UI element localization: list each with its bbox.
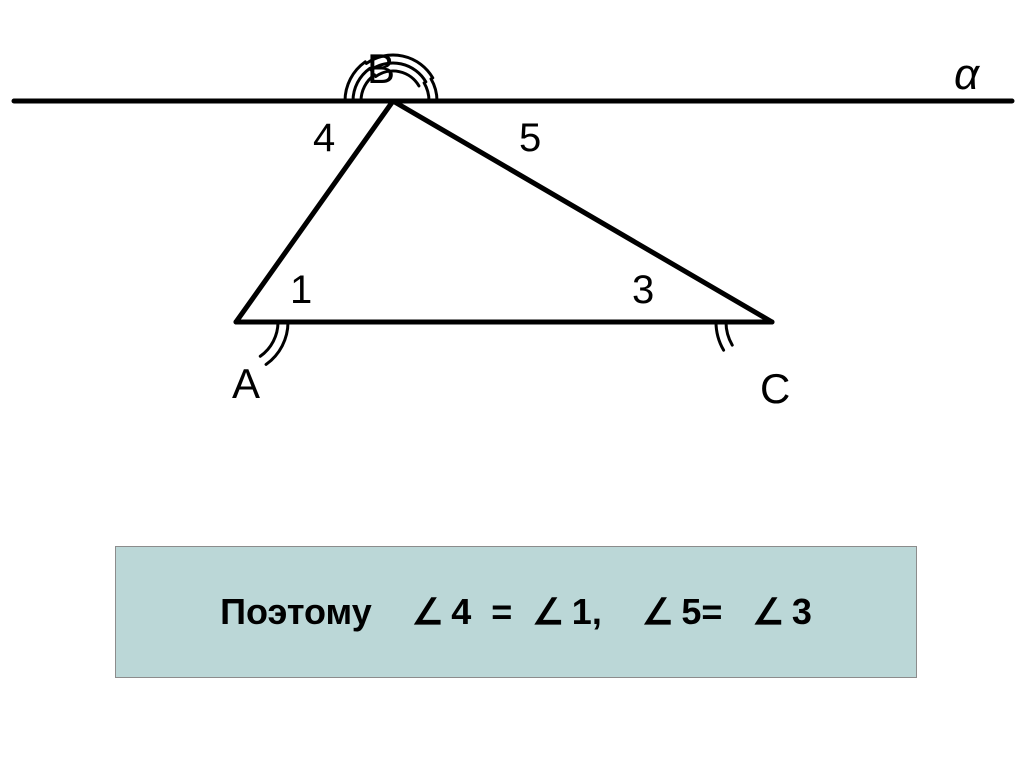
angle-symbol: ∠ (412, 591, 444, 632)
angle-symbol: ∠ (642, 591, 674, 632)
angle-label-5: 5 (519, 116, 541, 161)
caption-eq1-lhs: 4 (451, 591, 471, 632)
caption-prefix: Поэтому (220, 591, 372, 632)
angle-symbol: ∠ (752, 591, 784, 632)
angle-label-1: 1 (290, 268, 312, 313)
caption-eq2-lhs: 5 (681, 591, 701, 632)
angle-symbol: ∠ (532, 591, 564, 632)
caption-eq1-rhs: 1 (572, 591, 592, 632)
label-B: B (367, 45, 395, 93)
angle-label-4: 4 (313, 116, 335, 161)
caption-text: Поэтому ∠ 4 = ∠ 1, ∠ 5= ∠ 3 (220, 591, 812, 633)
caption-eq2-rhs: 3 (792, 591, 812, 632)
label-A: A (232, 360, 260, 408)
label-alpha: α (954, 50, 979, 100)
caption-box: Поэтому ∠ 4 = ∠ 1, ∠ 5= ∠ 3 (115, 546, 917, 678)
label-C: C (760, 365, 790, 413)
diagram-stage: B α A C 4 5 1 3 Поэтому ∠ 4 = ∠ 1, ∠ 5= … (0, 0, 1024, 768)
angle-label-3: 3 (632, 268, 654, 313)
